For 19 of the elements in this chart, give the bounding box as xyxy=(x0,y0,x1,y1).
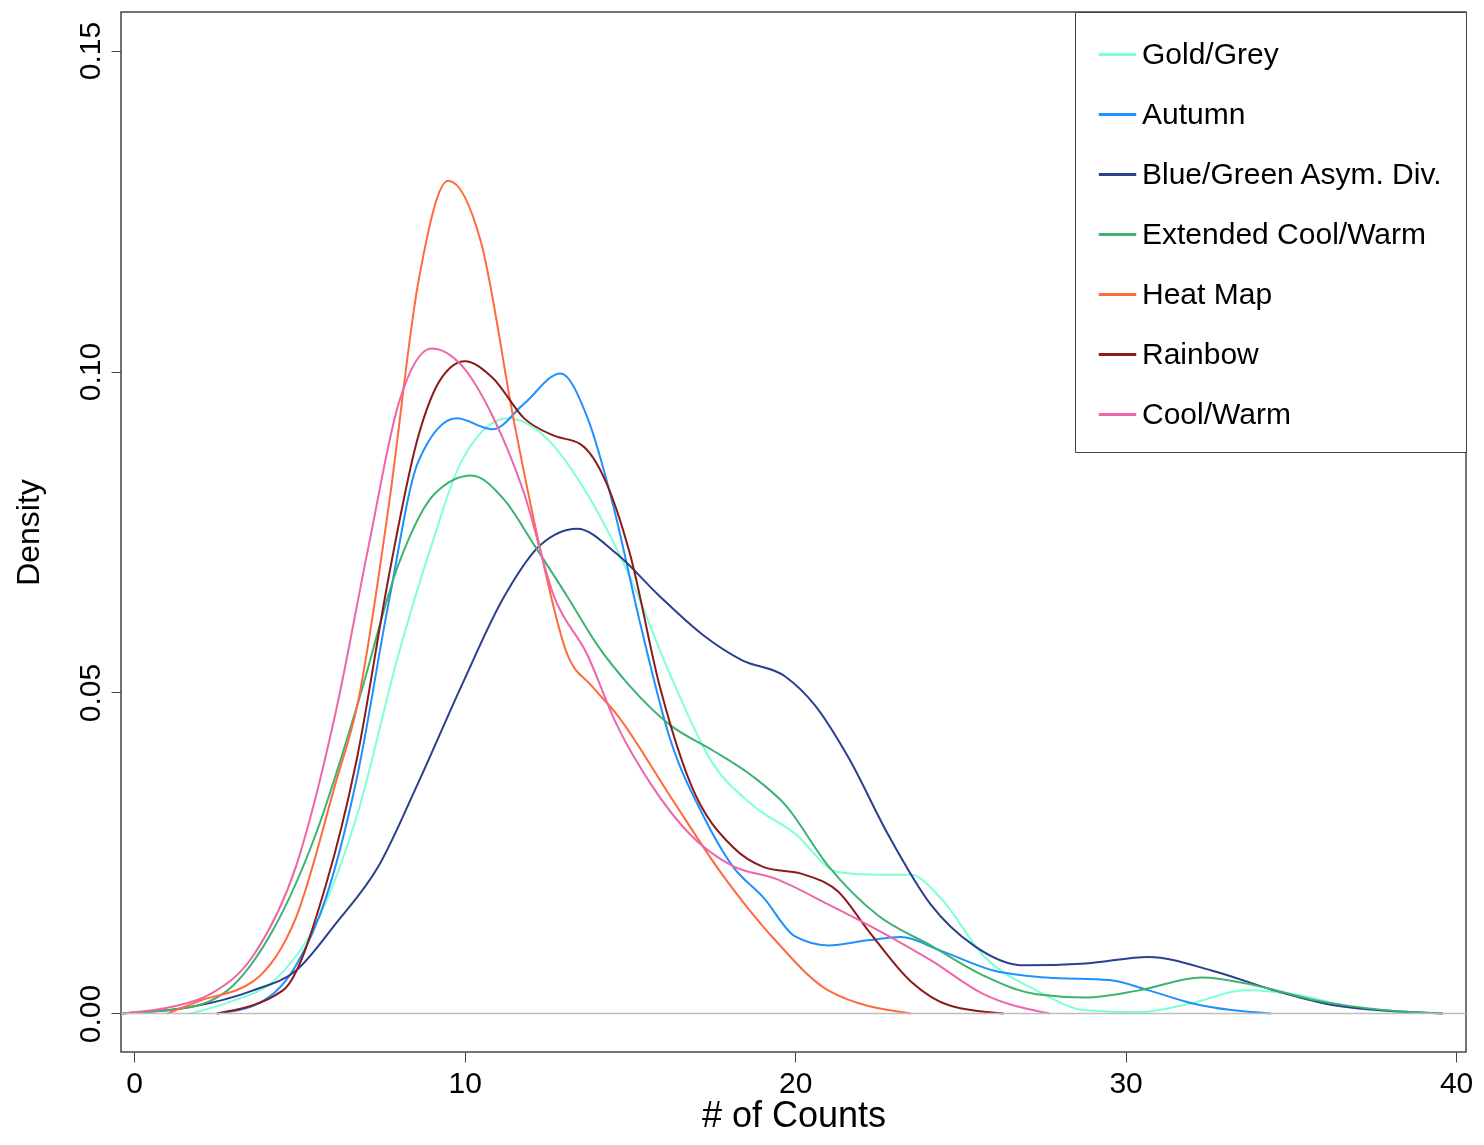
y-axis-title: Density xyxy=(9,479,46,586)
legend-label: Heat Map xyxy=(1142,276,1273,310)
x-tick-label: 40 xyxy=(1439,1065,1474,1099)
x-tick-label: 30 xyxy=(1109,1065,1143,1099)
legend-label: Gold/Grey xyxy=(1142,36,1279,70)
y-tick-label: 0.00 xyxy=(72,984,106,1044)
legend-label: Blue/Green Asym. Div. xyxy=(1142,156,1442,190)
legend-label: Autumn xyxy=(1142,96,1246,130)
line-series xyxy=(121,347,1051,1015)
y-tick-label: 0.15 xyxy=(72,21,106,81)
x-tick-label: 0 xyxy=(126,1065,144,1099)
legend-label: Rainbow xyxy=(1142,336,1260,370)
y-tick-label: 0.10 xyxy=(72,342,106,402)
x-tick-label: 10 xyxy=(448,1065,482,1099)
y-tick-label: 0.05 xyxy=(72,663,106,723)
legend-label: Extended Cool/Warm xyxy=(1142,216,1427,250)
line-series xyxy=(215,360,1005,1015)
line-series xyxy=(166,179,912,1015)
legend-label: Cool/Warm xyxy=(1142,396,1291,430)
